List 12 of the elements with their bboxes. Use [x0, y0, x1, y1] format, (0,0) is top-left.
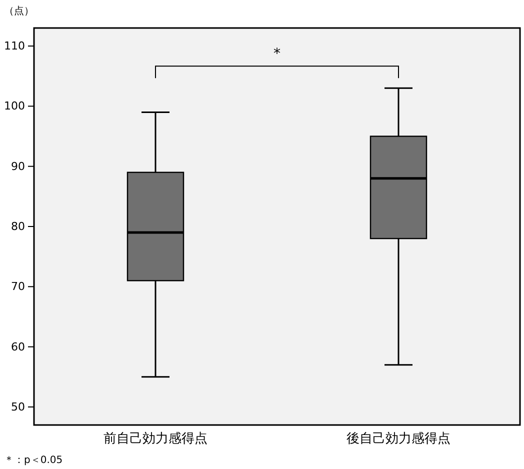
y-tick-label: 80 — [11, 220, 25, 234]
y-tick-label: 70 — [11, 280, 25, 294]
annotation: * — [274, 46, 280, 62]
y-tick-label: 60 — [11, 340, 25, 354]
y-axis-title: （点） — [4, 5, 34, 17]
y-tick-label: 90 — [11, 160, 25, 173]
y-tick-label: 100 — [4, 100, 25, 113]
y-tick-label: 110 — [4, 40, 25, 53]
y-tick-label: 50 — [11, 400, 25, 414]
x-tick-label: 前自己効力感得点 — [104, 431, 208, 446]
x-tick-label: 後自己効力感得点 — [346, 431, 450, 446]
text: ＊：p＜0.05 — [4, 455, 63, 466]
